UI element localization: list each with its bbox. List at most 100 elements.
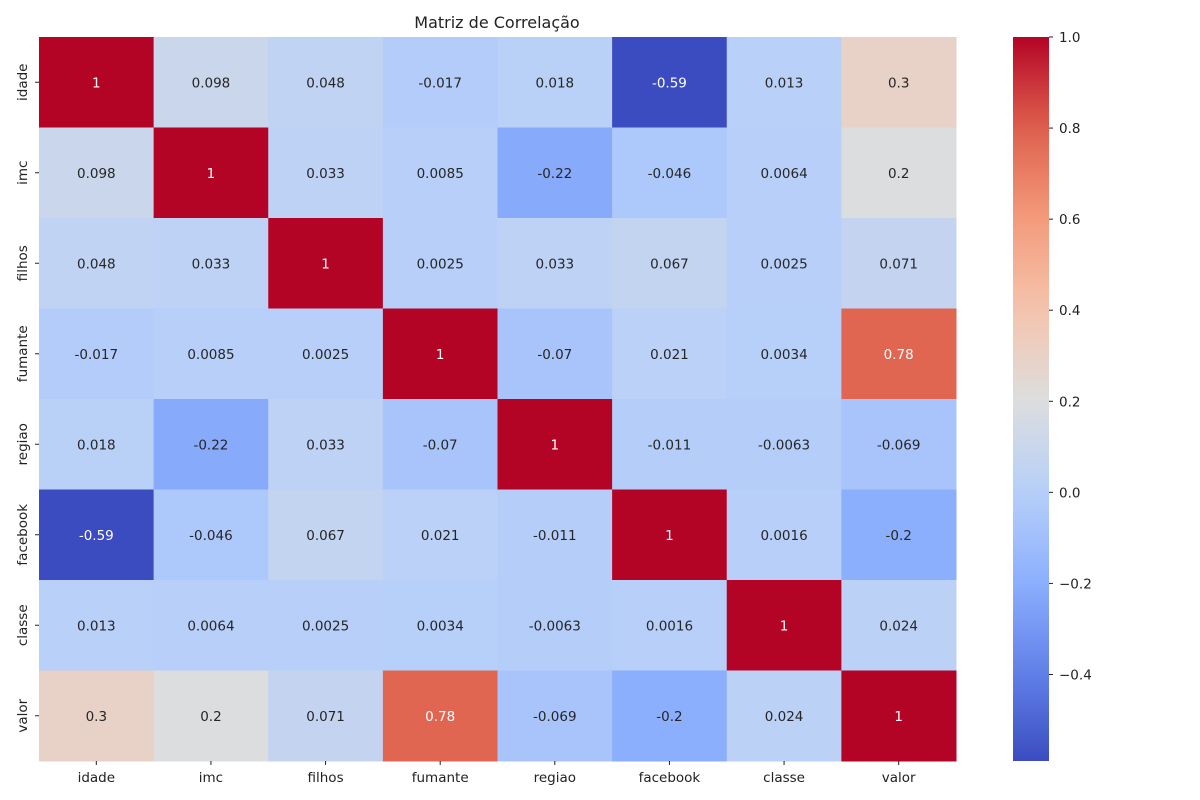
cell-annotation: -0.046	[648, 166, 692, 182]
heatmap-cell	[382, 580, 498, 671]
heatmap-cell	[497, 37, 613, 128]
y-tick-label: classe	[15, 604, 31, 646]
cell-annotation: 0.78	[425, 709, 455, 725]
y-tick-label: fumante	[15, 325, 31, 382]
heatmap-cell	[726, 218, 842, 309]
cell-annotation: -0.22	[537, 166, 572, 182]
heatmap-cell	[268, 670, 384, 762]
heatmap-cell	[841, 489, 957, 581]
colorbar-gradient	[1013, 37, 1049, 761]
heatmap-cell	[497, 580, 613, 671]
colorbar-tick-label: −0.2	[1059, 576, 1092, 592]
cell-annotation: -0.2	[886, 528, 912, 544]
cell-annotation: 0.067	[306, 528, 345, 544]
heatmap-cell	[268, 308, 384, 400]
heatmap-cell	[497, 308, 613, 400]
cell-annotation: 0.013	[765, 75, 804, 91]
heatmap-cell	[841, 399, 957, 490]
heatmap-cell	[153, 37, 269, 128]
x-tick-label: classe	[763, 770, 805, 786]
heatmap-cell	[268, 127, 384, 219]
heatmap-cell	[497, 489, 613, 581]
cell-annotation: 0.2	[200, 709, 221, 725]
heatmap-cell	[726, 489, 842, 581]
x-tick-label: imc	[199, 770, 223, 786]
colorbar: 1.0 0.8 0.6 0.4 0.2 0.0 −0.2 −0.4	[1013, 30, 1092, 761]
colorbar-tick-label: 1.0	[1059, 30, 1080, 46]
heatmap-cell	[612, 218, 728, 309]
cell-annotation: 0.021	[650, 347, 689, 363]
cell-annotation: 1	[894, 709, 903, 725]
cell-annotation: 0.2	[888, 166, 909, 182]
heatmap-cell	[841, 127, 957, 219]
colorbar-tick-label: 0.0	[1059, 485, 1080, 501]
cell-annotation: 0.013	[77, 618, 116, 634]
cell-annotation: 0.048	[77, 256, 116, 272]
cell-annotation: 0.021	[421, 528, 460, 544]
heatmap-cell	[726, 127, 842, 219]
cell-annotation: -0.07	[537, 347, 572, 363]
cell-annotation: 0.018	[77, 437, 116, 453]
heatmap-cell	[382, 308, 498, 400]
heatmap-cell	[382, 127, 498, 219]
heatmap-cell	[612, 399, 728, 490]
cell-annotation: 0.071	[306, 709, 345, 725]
cell-annotation: -0.017	[75, 347, 119, 363]
cell-annotation: 1	[92, 75, 101, 91]
colorbar-tick-label: 0.4	[1059, 303, 1080, 319]
cell-annotation: 0.098	[192, 75, 231, 91]
cell-annotation: 0.3	[888, 75, 909, 91]
heatmap-cell	[39, 580, 155, 671]
cell-annotation: 1	[436, 347, 445, 363]
heatmap-cell	[39, 670, 155, 762]
colorbar-tick-label: 0.8	[1059, 121, 1080, 137]
heatmap-annotations: 1 0.098 0.048 -0.017 0.018 -0.59 0.013 0.3 0.098…	[75, 75, 921, 725]
x-tick-label: facebook	[639, 770, 701, 786]
heatmap-cell	[726, 580, 842, 671]
cell-annotation: 0.033	[306, 437, 345, 453]
cell-annotation: 0.024	[765, 709, 804, 725]
heatmap-cell	[382, 399, 498, 490]
heatmap-cell	[39, 127, 155, 219]
cell-annotation: 0.0034	[760, 347, 807, 363]
y-tick-label: imc	[15, 161, 31, 185]
heatmap-cell	[612, 580, 728, 671]
heatmap-cell	[153, 489, 269, 581]
heatmap-cell	[382, 670, 498, 762]
heatmap-cell	[726, 308, 842, 400]
heatmap-cell	[153, 127, 269, 219]
cell-annotation: 0.033	[192, 256, 231, 272]
cell-annotation: 1	[321, 256, 330, 272]
cell-annotation: 0.0025	[760, 256, 807, 272]
x-axis: idade imc filhos fumante regiao facebook class…	[78, 761, 916, 786]
cell-annotation: 0.0016	[646, 618, 693, 634]
cell-annotation: 0.071	[879, 256, 918, 272]
cell-annotation: -0.017	[418, 75, 462, 91]
cell-annotation: -0.59	[79, 528, 114, 544]
cell-annotation: 0.78	[884, 347, 914, 363]
heatmap-cell	[726, 37, 842, 128]
heatmap-cell	[497, 218, 613, 309]
cell-annotation: 0.0085	[417, 166, 464, 182]
cell-annotation: 0.0064	[760, 166, 807, 182]
cell-annotation: 0.018	[535, 75, 574, 91]
heatmap-cell	[39, 308, 155, 400]
heatmap-cell	[497, 399, 613, 490]
cell-annotation: 1	[780, 618, 789, 634]
cell-annotation: 0.067	[650, 256, 689, 272]
cell-annotation: 0.0025	[302, 618, 349, 634]
colorbar-tick-label: 0.2	[1059, 394, 1080, 410]
colorbar-tick-label: −0.4	[1059, 667, 1092, 683]
chart-title: Matriz de Correlação	[414, 13, 579, 32]
cell-annotation: -0.046	[189, 528, 233, 544]
heatmap-cell	[726, 670, 842, 762]
y-tick-label: facebook	[15, 504, 31, 566]
cell-annotation: -0.0063	[758, 437, 810, 453]
heatmap-cell	[39, 399, 155, 490]
cell-annotation: 0.033	[535, 256, 574, 272]
cell-annotation: -0.2	[656, 709, 682, 725]
x-tick-label: regiao	[534, 770, 576, 786]
cell-annotation: 0.048	[306, 75, 345, 91]
heatmap-cell	[841, 580, 957, 671]
